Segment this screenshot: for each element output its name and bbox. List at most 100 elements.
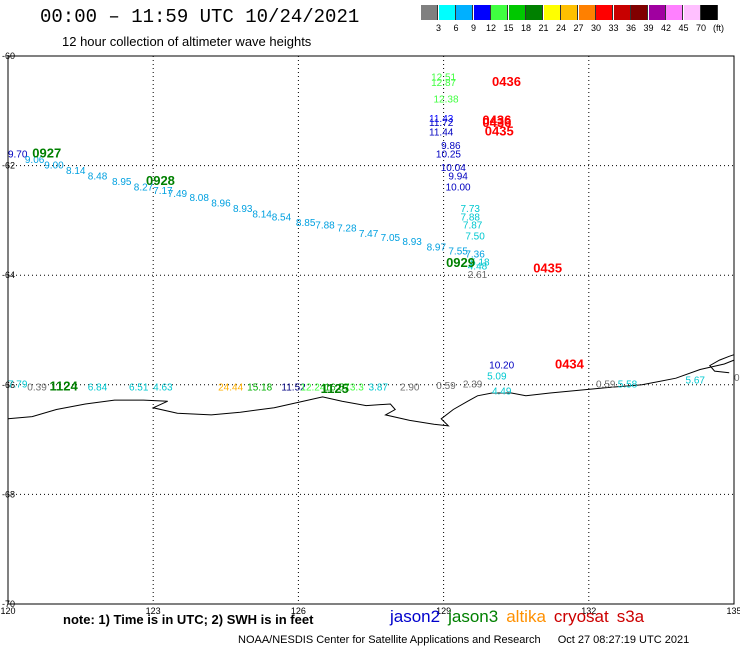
legend-label: 15 — [503, 23, 514, 33]
swh-value-label: 2.90 — [400, 382, 420, 393]
swh-value-label: 11.43 — [429, 114, 454, 125]
lon-tick-label: 120 — [0, 606, 15, 616]
swh-value-label: 11.52 — [281, 382, 306, 393]
swh-value-label: 5.67 — [686, 376, 706, 387]
legend-swatch — [613, 5, 631, 20]
swh-value-label: 0.39 — [27, 382, 47, 393]
pass-time-label: 0929 — [446, 255, 475, 270]
legend-swatch — [561, 5, 578, 20]
swh-value-label: 9.70 — [8, 149, 28, 160]
lon-tick-label: 126 — [291, 606, 306, 616]
swh-value-label: 10.00 — [446, 182, 471, 193]
coastline-inlet — [709, 354, 735, 374]
legend-label: 24 — [555, 23, 566, 33]
lon-tick-label: 135 — [726, 606, 740, 616]
swh-value-label: 11.72 — [429, 118, 454, 129]
legend-label: 33 — [608, 23, 619, 33]
pass-time-label: 0928 — [146, 173, 175, 188]
satellite-name: cryosat — [553, 607, 609, 626]
swh-value-label: 7.87 — [463, 221, 483, 232]
swh-value-label: 4.63 — [153, 382, 173, 393]
lat-tick-label: -64 — [2, 270, 15, 280]
swh-value-label: 8.54 — [272, 212, 292, 223]
legend-label: 70 — [695, 23, 706, 33]
swh-value-label: 12.38 — [434, 95, 459, 106]
legend-label: 45 — [678, 23, 689, 33]
swh-value-label: 6.84 — [88, 382, 108, 393]
legend-label: 18 — [520, 23, 531, 33]
swh-value-label: 7.28 — [337, 223, 357, 234]
pass-time-label: 0435 — [485, 123, 514, 138]
legend-swatch — [473, 5, 491, 20]
pass-time-label: 0434 — [555, 356, 585, 371]
map-title: 00:00 – 11:59 UTC 10/24/2021 — [40, 6, 360, 28]
pass-time-label: 1124 — [50, 378, 79, 393]
swh-value-label: 7.36 — [465, 250, 485, 261]
swh-value-label: 0.59 — [734, 373, 740, 384]
swh-value-label: 7.49 — [168, 189, 188, 200]
legend-label: 30 — [590, 23, 601, 33]
swh-value-label: 7.73 — [460, 204, 480, 215]
legend-label: 36 — [625, 23, 636, 33]
lat-lon-grid — [7, 55, 735, 605]
swh-value-label: 9.86 — [441, 141, 461, 152]
swh-value-label: 7.47 — [359, 229, 379, 240]
swh-value-label: 8.95 — [112, 177, 132, 188]
swh-value-label: 12.51 — [431, 73, 456, 84]
legend-swatch — [666, 5, 683, 20]
legend-label: (ft) — [713, 23, 724, 33]
swh-value-label: 12.87 — [431, 78, 456, 89]
swh-value-label: 7.17 — [153, 186, 173, 197]
swh-value-label: 9.00 — [44, 160, 64, 171]
legend-swatch — [648, 5, 666, 20]
swh-value-label: 16.57 — [325, 382, 350, 393]
swh-value-label: 8.08 — [189, 193, 209, 204]
legend-label: 42 — [660, 23, 671, 33]
lon-tick-label: 132 — [581, 606, 596, 616]
lat-tick-label: -66 — [2, 380, 15, 390]
swh-value-label: 7.50 — [465, 232, 485, 243]
swh-value-label: 2.39 — [463, 380, 483, 391]
satellite-name: jason2 — [390, 607, 441, 626]
swh-value-label: 5.18 — [470, 257, 490, 268]
pass-time-label: 0927 — [32, 145, 61, 160]
swh-value-label: 10.04 — [441, 163, 466, 174]
swh-value-label: 8.93 — [233, 204, 253, 215]
map-subtitle: 12 hour collection of altimeter wave hei… — [62, 34, 312, 49]
swh-value-label: 10.20 — [489, 360, 514, 371]
legend-label: 12 — [485, 23, 496, 33]
swh-value-label: 7.05 — [381, 233, 401, 244]
swh-value-label: 8.85 — [296, 218, 316, 229]
legend-swatch — [438, 5, 456, 20]
generated-timestamp: Oct 27 08:27:19 UTC 2021 — [557, 634, 690, 646]
swh-value-label: 5.09 — [487, 371, 507, 382]
satellite-name: jason3 — [448, 607, 499, 626]
swh-value-label: 8.48 — [88, 171, 108, 182]
swh-value-label: 13.3 — [344, 382, 364, 393]
legend-swatch — [578, 5, 596, 20]
swh-value-label: 15.18 — [247, 382, 272, 393]
map-frame — [7, 55, 735, 605]
satellite-name: altika — [506, 607, 546, 626]
pass-time-label: 1125 — [321, 381, 349, 396]
credit-line: NOAA/NESDIS Center for Satellite Applica… — [238, 634, 703, 646]
swh-value-label: 0.59 — [436, 381, 456, 392]
legend-label: 3 — [435, 23, 441, 33]
satellite-name: s3a — [616, 607, 645, 626]
lon-tick-label: 123 — [146, 606, 161, 616]
legend-swatch — [596, 5, 613, 20]
swh-value-label: 5.58 — [618, 380, 638, 391]
swh-value-label: 7.88 — [315, 221, 335, 232]
legend-swatch — [631, 5, 648, 20]
legend-label: 9 — [470, 23, 476, 33]
pass-time-label: 0435 — [533, 260, 562, 275]
swh-value-label: 24.44 — [218, 382, 243, 393]
swh-value-label: 0.59 — [596, 380, 616, 391]
swh-value-label: 8.97 — [427, 243, 447, 254]
credit-text: NOAA/NESDIS Center for Satellite Applica… — [238, 634, 541, 646]
legend-swatch — [543, 5, 561, 20]
lat-tick-label: -68 — [2, 489, 15, 499]
legend-swatch — [491, 5, 508, 20]
swh-value-label: 10.25 — [436, 149, 461, 160]
